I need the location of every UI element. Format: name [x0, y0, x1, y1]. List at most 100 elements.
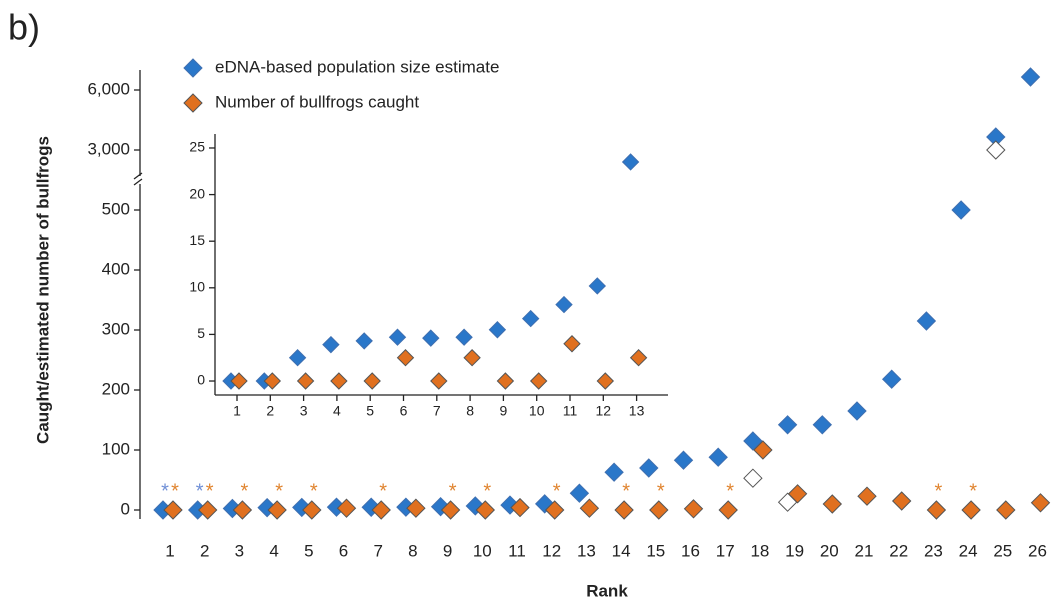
point [267, 500, 287, 520]
point [510, 497, 530, 518]
x-tick-label: 7 [373, 541, 382, 560]
y-tick-label: 100 [102, 439, 130, 458]
point [197, 500, 218, 520]
x-tick-label: 5 [366, 403, 374, 419]
y-tick-label: 0 [197, 372, 205, 388]
point [996, 500, 1016, 520]
significance-flag: * [161, 480, 169, 502]
y-tick-label: 200 [102, 379, 130, 398]
significance-flag: * [310, 480, 318, 502]
legend-swatch [183, 58, 203, 78]
point [355, 332, 373, 350]
y-tick-label: 0 [121, 499, 130, 518]
point [812, 415, 833, 435]
axis-break [133, 172, 143, 180]
point [544, 500, 565, 520]
y-tick-label: 6,000 [87, 79, 130, 98]
x-tick-label: 2 [266, 403, 274, 419]
point [230, 372, 248, 390]
x-tick-label: 6 [339, 541, 348, 560]
point [891, 491, 912, 511]
point [683, 499, 704, 519]
point [296, 372, 315, 390]
point [430, 372, 448, 390]
point [371, 500, 391, 520]
significance-flag: * [171, 480, 179, 502]
point [422, 329, 440, 347]
x-tick-label: 24 [959, 541, 978, 560]
y-tick-label: 15 [189, 232, 205, 248]
significance-flag: * [483, 480, 491, 502]
point [604, 462, 624, 482]
x-tick-label: 3 [235, 541, 244, 560]
point [743, 468, 763, 488]
legend-label: eDNA-based population size estimate [215, 57, 499, 76]
x-tick-label: 2 [200, 541, 209, 560]
x-tick-label: 26 [1028, 541, 1047, 560]
point [639, 458, 659, 478]
significance-flag: * [657, 480, 665, 502]
point [596, 372, 615, 390]
x-tick-label: 10 [529, 403, 545, 419]
x-tick-label: 11 [508, 541, 526, 560]
x-tick-label: 4 [333, 403, 341, 419]
legend-label: Number of bullfrogs caught [215, 92, 419, 111]
significance-flag: * [379, 480, 387, 502]
significance-flag: * [622, 480, 630, 502]
x-tick-label: 8 [466, 403, 474, 419]
significance-flag: * [241, 480, 249, 502]
x-tick-label: 15 [646, 541, 665, 560]
axis-break [133, 178, 143, 186]
x-tick-label: 14 [612, 541, 631, 560]
x-tick-label: 8 [408, 541, 417, 560]
significance-flag: * [726, 480, 734, 502]
x-tick-label: 19 [785, 541, 804, 560]
x-tick-label: 25 [993, 541, 1012, 560]
point [569, 483, 590, 503]
point [555, 295, 573, 314]
x-tick-label: 7 [433, 403, 441, 419]
point [621, 153, 640, 171]
point [926, 500, 947, 520]
x-tick-label: 18 [750, 541, 769, 560]
point [302, 500, 322, 520]
x-tick-label: 6 [400, 403, 408, 419]
point [336, 498, 357, 518]
significance-flag: * [553, 480, 561, 502]
point [961, 500, 981, 520]
x-tick-label: 1 [165, 541, 174, 560]
y-tick-label: 25 [189, 139, 205, 155]
point [488, 321, 507, 339]
x-tick-label: 23 [924, 541, 943, 560]
point [288, 349, 307, 367]
point [579, 498, 600, 518]
x-tick-label: 10 [473, 541, 492, 560]
x-tick-label: 16 [681, 541, 700, 560]
point [363, 372, 381, 390]
point [529, 372, 548, 390]
point [916, 311, 937, 331]
x-axis-label: Rank [586, 581, 628, 600]
x-tick-label: 1 [233, 403, 241, 419]
y-axis-label: Caught/estimated number of bullfrogs [33, 136, 52, 444]
y-tick-label: 10 [189, 279, 205, 295]
point [563, 335, 581, 353]
significance-flag: * [275, 480, 283, 502]
legend-swatch [183, 93, 203, 113]
x-tick-label: 13 [629, 403, 645, 419]
x-tick-label: 5 [304, 541, 313, 560]
x-tick-label: 22 [889, 541, 908, 560]
point [881, 369, 902, 389]
point [455, 328, 473, 346]
panel-label: b) [8, 7, 40, 48]
point [440, 500, 461, 520]
x-tick-label: 12 [542, 541, 561, 560]
point [857, 486, 877, 506]
point [777, 415, 798, 435]
point [1020, 67, 1041, 87]
x-tick-label: 9 [500, 403, 508, 419]
point [330, 372, 348, 390]
point [614, 500, 634, 520]
x-tick-label: 13 [577, 541, 596, 560]
